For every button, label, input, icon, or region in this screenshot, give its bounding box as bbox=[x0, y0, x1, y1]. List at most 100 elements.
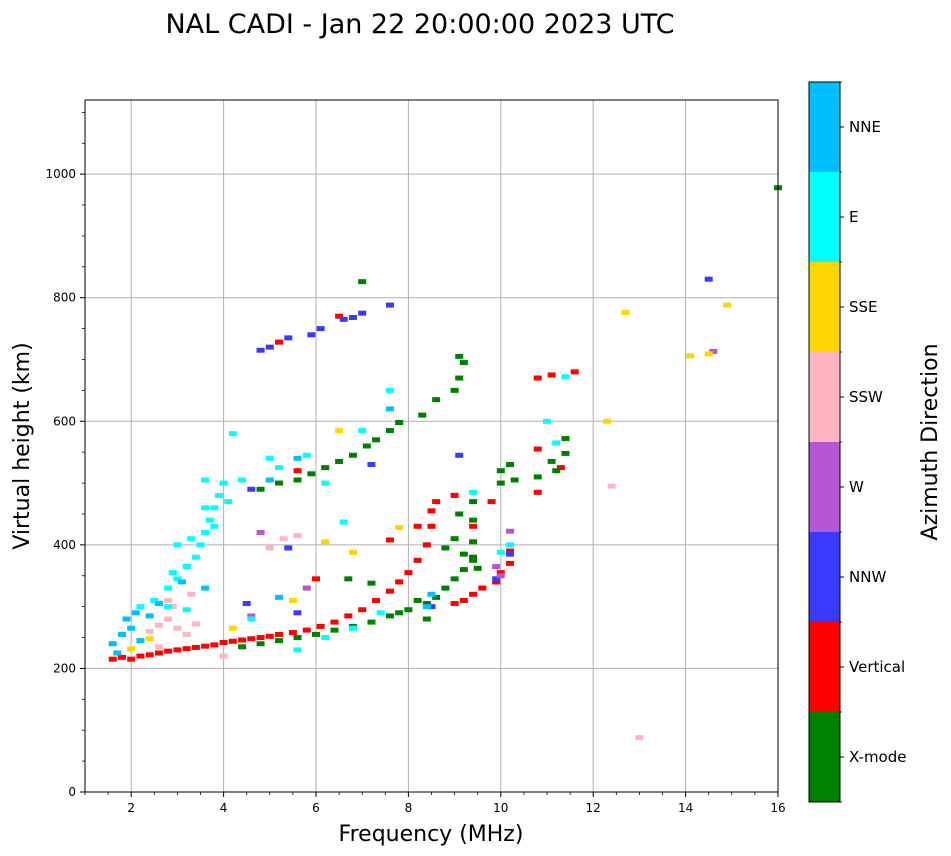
data-point bbox=[492, 579, 501, 585]
data-point bbox=[150, 597, 159, 603]
data-point bbox=[201, 477, 210, 483]
data-point bbox=[404, 607, 413, 613]
data-point bbox=[561, 374, 570, 380]
data-point bbox=[288, 597, 297, 603]
data-point bbox=[196, 542, 205, 548]
x-tick-label: 6 bbox=[312, 801, 320, 815]
data-point bbox=[686, 353, 695, 359]
data-point bbox=[487, 499, 496, 505]
data-point bbox=[492, 563, 501, 569]
data-point bbox=[496, 480, 505, 486]
data-point bbox=[205, 517, 214, 523]
data-point bbox=[108, 641, 117, 647]
data-point bbox=[385, 406, 394, 412]
data-point bbox=[570, 369, 579, 375]
data-point bbox=[723, 302, 732, 308]
data-point bbox=[422, 616, 431, 622]
data-point bbox=[339, 519, 348, 525]
colorbar-tick-label: SSE bbox=[849, 298, 878, 316]
data-point bbox=[321, 465, 330, 471]
x-axis-label: Frequency (MHz) bbox=[339, 822, 524, 847]
plot-frame bbox=[84, 99, 779, 793]
data-point bbox=[348, 452, 357, 458]
data-point bbox=[704, 351, 713, 357]
data-point bbox=[316, 326, 325, 332]
x-tick-label: 2 bbox=[127, 801, 135, 815]
data-point bbox=[182, 646, 191, 652]
series-nnw bbox=[242, 276, 713, 616]
data-point bbox=[168, 604, 177, 610]
data-point bbox=[561, 450, 570, 456]
data-point bbox=[113, 650, 122, 656]
data-point bbox=[201, 643, 210, 649]
data-point bbox=[279, 536, 288, 542]
data-point bbox=[127, 625, 136, 631]
colorbar-tick-label: SSW bbox=[849, 388, 883, 406]
data-point bbox=[376, 610, 385, 616]
data-point bbox=[275, 594, 284, 600]
data-point bbox=[191, 621, 200, 627]
data-point bbox=[335, 428, 344, 434]
data-point bbox=[219, 480, 228, 486]
data-point bbox=[506, 551, 515, 557]
data-point bbox=[238, 644, 247, 650]
colorbar-segment bbox=[809, 442, 840, 532]
data-point bbox=[164, 585, 173, 591]
data-point bbox=[367, 619, 376, 625]
data-point bbox=[256, 635, 265, 641]
colorbar-segment bbox=[809, 712, 840, 802]
data-point bbox=[395, 420, 404, 426]
data-point bbox=[136, 638, 145, 644]
data-point bbox=[469, 539, 478, 545]
y-tick-label: 1000 bbox=[45, 167, 76, 181]
data-point bbox=[201, 585, 210, 591]
data-point bbox=[321, 539, 330, 545]
data-point bbox=[344, 576, 353, 582]
data-point bbox=[506, 542, 515, 548]
data-point bbox=[506, 462, 515, 468]
data-point bbox=[131, 610, 140, 616]
y-tick-label: 200 bbox=[53, 661, 76, 675]
data-point bbox=[469, 517, 478, 523]
data-point bbox=[427, 523, 436, 529]
data-point bbox=[422, 601, 431, 607]
data-point bbox=[293, 647, 302, 653]
data-point bbox=[348, 549, 357, 555]
data-point bbox=[339, 316, 348, 322]
data-point bbox=[293, 477, 302, 483]
data-point bbox=[164, 597, 173, 603]
data-point bbox=[238, 477, 247, 483]
data-point bbox=[478, 585, 487, 591]
data-point bbox=[316, 623, 325, 629]
colorbar-label: Azimuth Direction bbox=[918, 343, 943, 540]
data-point bbox=[362, 443, 371, 449]
y-tick-label: 800 bbox=[53, 291, 76, 305]
data-point bbox=[533, 446, 542, 452]
data-point bbox=[358, 279, 367, 285]
data-point bbox=[164, 616, 173, 622]
data-point bbox=[275, 465, 284, 471]
data-point bbox=[293, 455, 302, 461]
data-point bbox=[302, 452, 311, 458]
data-point bbox=[247, 486, 256, 492]
data-point bbox=[404, 570, 413, 576]
data-point bbox=[427, 508, 436, 514]
series-vertical bbox=[108, 313, 579, 662]
x-tick-label: 12 bbox=[586, 801, 601, 815]
data-point bbox=[307, 332, 316, 338]
data-point bbox=[330, 619, 339, 625]
data-point bbox=[219, 639, 228, 645]
data-point bbox=[496, 468, 505, 474]
data-point bbox=[469, 591, 478, 597]
data-point bbox=[168, 570, 177, 576]
data-point bbox=[469, 489, 478, 495]
data-point bbox=[187, 536, 196, 542]
data-point bbox=[372, 597, 381, 603]
series-x-mode bbox=[238, 185, 782, 650]
data-point bbox=[413, 523, 422, 529]
series-ssw bbox=[145, 483, 644, 741]
data-point bbox=[496, 573, 505, 579]
data-point bbox=[506, 548, 515, 554]
data-point bbox=[191, 644, 200, 650]
data-point bbox=[455, 375, 464, 381]
